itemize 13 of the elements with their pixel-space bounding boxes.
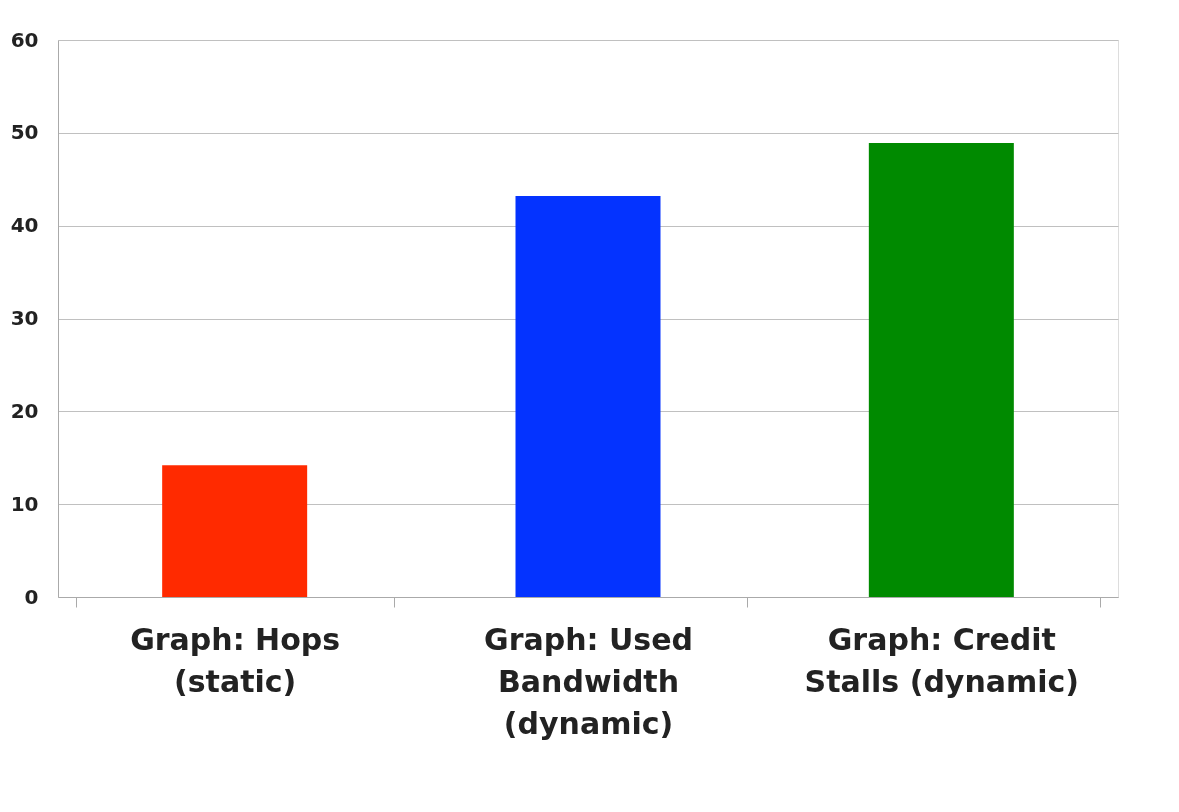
y-tick-label: 10 bbox=[10, 491, 39, 516]
y-tick-label: 0 bbox=[24, 584, 39, 609]
bar bbox=[162, 465, 308, 597]
x-tick-label: Graph: Hops (static) bbox=[130, 621, 341, 699]
y-tick-label: 20 bbox=[10, 398, 39, 423]
x-tick-label: Graph: Used Bandwidth (dynamic) bbox=[484, 621, 693, 741]
y-tick-label: 60 bbox=[10, 27, 39, 52]
y-tick-label: 40 bbox=[10, 213, 39, 238]
y-tick-label: 30 bbox=[10, 306, 39, 330]
bar bbox=[515, 195, 661, 597]
y-tick-label: 50 bbox=[10, 120, 39, 145]
bar bbox=[868, 143, 1014, 597]
x-tick-label: Graph: Credit Stalls (dynamic) bbox=[804, 621, 1080, 699]
